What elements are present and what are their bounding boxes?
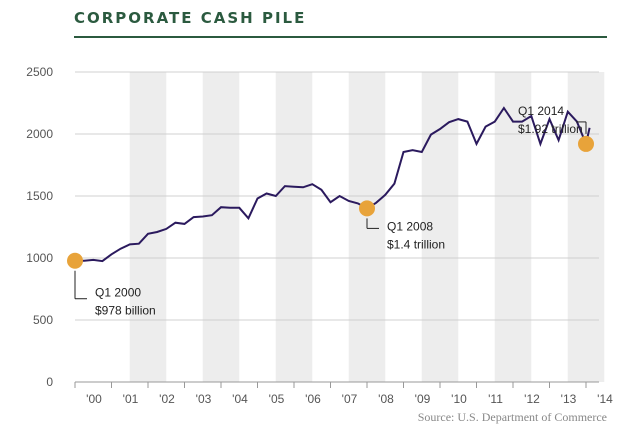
x-tick-label-4: '04	[232, 392, 248, 406]
y-tick-label-2000: 2000	[26, 127, 53, 141]
y-tick-label-1000: 1000	[26, 251, 53, 265]
year-band-2001	[129, 72, 167, 382]
annotation-label-1-line1: Q1 2008	[387, 219, 433, 233]
source-note: Source: U.S. Department of Commerce	[417, 410, 607, 424]
x-tick-label-11: '11	[488, 392, 503, 406]
annotation-label-1-line2: $1.4 trillion	[387, 237, 445, 251]
x-tick-label-1: '01	[123, 392, 139, 406]
y-tick-label-0: 0	[46, 375, 53, 389]
annotation-marker-1	[359, 200, 375, 217]
x-tick-label-6: '06	[305, 392, 321, 406]
y-tick-label-2500: 2500	[26, 65, 53, 79]
year-band-2005	[275, 72, 313, 382]
annotation-label-2-line2: $1.92 trillion	[518, 122, 583, 136]
y-tick-label-1500: 1500	[26, 189, 53, 203]
x-tick-label-5: '05	[269, 392, 285, 406]
annotation-label-0-line2: $978 billion	[95, 304, 156, 318]
chart-title: CORPORATE CASH PILE	[74, 9, 307, 27]
x-tick-label-0: '00	[86, 392, 102, 406]
annotation-label-0-line1: Q1 2000	[95, 286, 141, 300]
x-tick-label-9: '09	[415, 392, 431, 406]
x-tick-label-3: '03	[196, 392, 212, 406]
annotation-marker-2	[578, 135, 594, 152]
series-line-cash	[75, 106, 591, 263]
x-tick-label-8: '08	[378, 392, 394, 406]
x-tick-label-2: '02	[159, 392, 175, 406]
title-rule	[74, 36, 607, 38]
y-tick-label-500: 500	[33, 313, 53, 327]
x-tick-label-7: '07	[342, 392, 358, 406]
annotation-label-2-line1: Q1 2014	[518, 104, 564, 118]
year-band-2009	[421, 72, 459, 382]
x-tick-label-10: '10	[451, 392, 467, 406]
annotation-marker-0	[67, 252, 83, 269]
year-band-2011	[494, 72, 532, 382]
x-tick-label-12: '12	[524, 392, 540, 406]
x-tick-label-13: '13	[561, 392, 577, 406]
x-tick-label-14: '14	[597, 392, 613, 406]
year-band-2003	[202, 72, 240, 382]
